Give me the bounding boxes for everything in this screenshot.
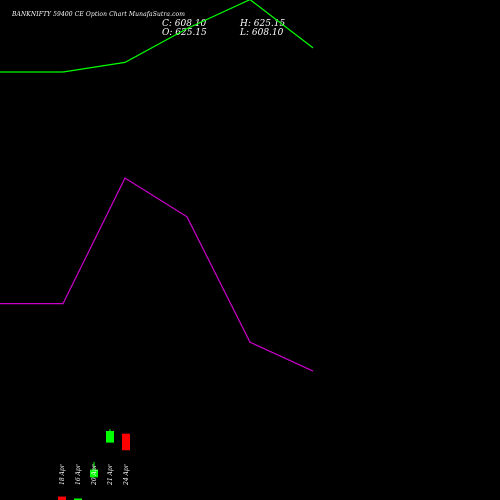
candle-4	[122, 433, 130, 451]
candle-body	[90, 469, 98, 478]
chart-title: BANKNIFTY 59400 CE Option Chart MunafaSu…	[12, 11, 186, 18]
candle-0	[58, 496, 66, 500]
x-tick-label: 24 Apr	[123, 463, 130, 486]
indicator-line-2	[0, 177, 314, 372]
close-value: C: 608.10	[162, 19, 207, 29]
candle-body	[106, 431, 114, 443]
candles	[58, 429, 130, 500]
high-value: H: 625.15	[240, 19, 286, 29]
candle-2	[90, 461, 98, 478]
x-tick-label: 16 Apr	[75, 463, 82, 485]
x-axis-ticks: 18 Apr 16 Apr 20 Apr 21 Apr 24 Apr	[59, 463, 130, 486]
indicator-lines	[0, 0, 314, 372]
low-value: L: 608.10	[240, 28, 284, 38]
indicator-line-1	[0, 0, 314, 73]
candle-body	[74, 498, 82, 500]
candle-body	[122, 433, 130, 451]
x-tick-label: 18 Apr	[59, 463, 66, 485]
candle-body	[58, 496, 66, 500]
x-tick-label: 20 Apr	[91, 463, 98, 486]
candle-3	[106, 429, 114, 443]
x-tick-label: 21 Apr	[107, 463, 114, 486]
open-value: O: 625.15	[162, 28, 207, 38]
